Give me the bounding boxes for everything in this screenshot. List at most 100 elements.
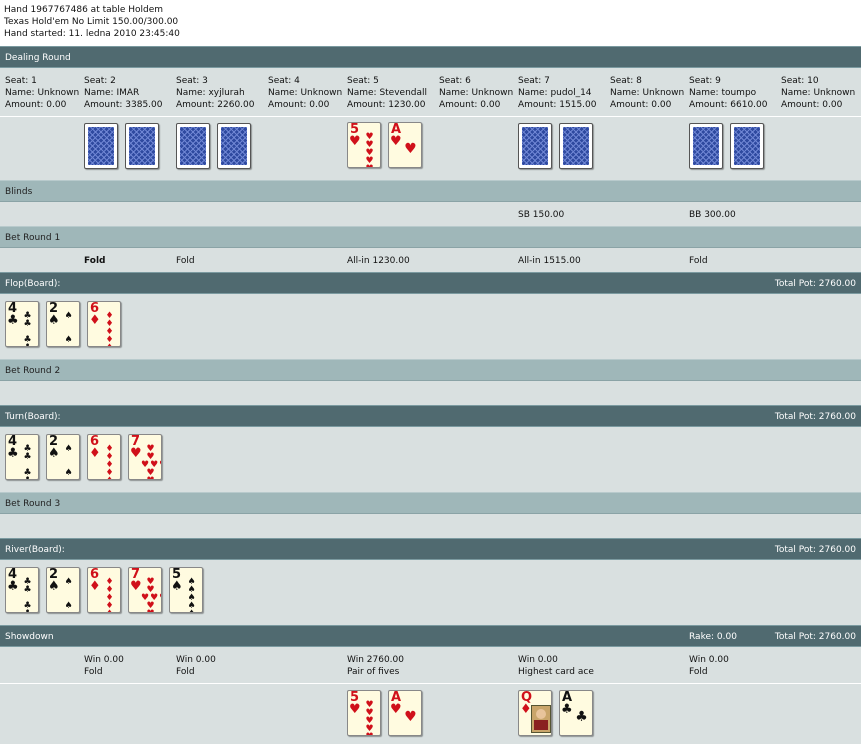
seat-3: Seat: 3 Name: xyjlurah Amount: 2260.00 (176, 75, 254, 111)
dealing-round-header: Dealing Round (0, 46, 861, 68)
spade-icon: ♠ (48, 579, 60, 594)
player-name: Name: Unknown (439, 88, 514, 98)
showdown-seat-9: Win 0.00 Fold (689, 654, 729, 678)
diamond-pips-icon: ♦ ♦♦ ♦♦ ♦ (105, 311, 115, 347)
heart-pips-icon: ♥ ♥♥♥♥♥ ♥ (141, 577, 161, 613)
card-back (176, 123, 210, 169)
hand-header: Hand 1967767486 at table Holdem Texas Ho… (0, 0, 861, 46)
win-amount: Win 0.00 (518, 655, 558, 665)
player-name: Name: toumpo (689, 88, 757, 98)
heart-pips-icon: ♥ ♥♥♥ ♥ (365, 132, 375, 168)
player-amount: Amount: 0.00 (439, 100, 501, 110)
player-amount: Amount: 0.00 (5, 100, 67, 110)
card-6-diamonds: 6♦ ♦ ♦♦ ♦♦ ♦ (87, 301, 121, 347)
spade-pips-icon: ♠ ♠ (64, 444, 74, 478)
bet-round-3-header: Bet Round 3 (0, 492, 861, 514)
player-amount: Amount: 2260.00 (176, 100, 255, 110)
seat-number: Seat: 5 (347, 76, 379, 86)
river-header: River(Board): Total Pot: 2760.00 (0, 538, 861, 560)
divider (0, 683, 861, 684)
seat-number: Seat: 7 (518, 76, 550, 86)
hand-start-time: Hand started: 11. ledna 2010 23:45:40 (4, 29, 180, 39)
action-seat-2: Fold (84, 256, 106, 266)
card-2-spades: 2 ♠ ♠ ♠ (46, 567, 80, 613)
heart-icon: ♥ (130, 446, 142, 461)
diamond-icon: ♦ (89, 313, 101, 328)
diamond-icon: ♦ (89, 579, 101, 594)
action-seat-5: All-in 1230.00 (347, 256, 410, 266)
win-amount: Win 2760.00 (347, 655, 404, 665)
seat-4: Seat: 4 Name: Unknown Amount: 0.00 (268, 75, 342, 111)
card-5-hearts: 5♥ ♥ ♥♥♥ ♥ (347, 690, 381, 736)
section-title: Showdown (5, 632, 54, 642)
player-amount: Amount: 0.00 (268, 100, 330, 110)
win-amount: Win 0.00 (176, 655, 216, 665)
seat-number: Seat: 10 (781, 76, 819, 86)
spade-pips-icon: ♠ ♠ (64, 577, 74, 611)
player-amount: Amount: 0.00 (610, 100, 672, 110)
seat-number: Seat: 4 (268, 76, 300, 86)
card-6-diamonds: 6♦ ♦ ♦♦ ♦♦ ♦ (87, 567, 121, 613)
bet-round-1-header: Bet Round 1 (0, 226, 861, 248)
turn-header: Turn(Board): Total Pot: 2760.00 (0, 405, 861, 427)
seat-1: Seat: 1 Name: Unknown Amount: 0.00 (5, 75, 79, 111)
card-queen-diamonds: Q ♦ (518, 690, 552, 736)
card-back (730, 123, 764, 169)
diamond-pips-icon: ♦ ♦♦ ♦♦ ♦ (105, 444, 115, 480)
action-seat-9: Fold (689, 256, 708, 266)
section-title: Blinds (5, 187, 33, 197)
card-rank: 5 (350, 122, 360, 137)
heart-icon: ♥ (130, 579, 142, 594)
total-pot: Total Pot: 2760.00 (774, 412, 856, 422)
flop-header: Flop(Board): Total Pot: 2760.00 (0, 272, 861, 294)
big-blind: BB 300.00 (689, 210, 736, 220)
seat-number: Seat: 1 (5, 76, 37, 86)
card-ace-clubs: A ♣ ♣ (559, 690, 593, 736)
seat-number: Seat: 2 (84, 76, 116, 86)
player-name: Name: Unknown (781, 88, 856, 98)
card-back (518, 123, 552, 169)
seat-number: Seat: 3 (176, 76, 208, 86)
card-6-diamonds: 6♦ ♦ ♦♦ ♦♦ ♦ (87, 434, 121, 480)
heart-pips-icon: ♥ ♥♥♥♥♥ ♥ (141, 444, 161, 480)
player-name: Name: Unknown (268, 88, 343, 98)
heart-icon: ♥ (349, 702, 361, 717)
heart-icon: ♥ (349, 134, 361, 149)
heart-pips-icon: ♥ (404, 141, 418, 157)
seat-5: Seat: 5 Name: Stevendall Amount: 1230.00 (347, 75, 427, 111)
player-amount: Amount: 0.00 (781, 100, 843, 110)
total-pot: Total Pot: 2760.00 (774, 545, 856, 555)
club-icon: ♣ (7, 579, 19, 594)
hand-result: Fold (689, 667, 708, 677)
player-name: Name: pudol_14 (518, 88, 592, 98)
action-seat-7: All-in 1515.00 (518, 256, 581, 266)
section-title: River(Board): (5, 545, 65, 555)
seat-number: Seat: 6 (439, 76, 471, 86)
player-amount: Amount: 1230.00 (347, 100, 426, 110)
section-title: Turn(Board): (5, 412, 61, 422)
heart-pips-icon: ♥ (404, 709, 418, 725)
spade-icon: ♠ (48, 446, 60, 461)
win-amount: Win 0.00 (84, 655, 124, 665)
card-back (84, 123, 118, 169)
hand-result: Pair of fives (347, 667, 400, 677)
club-icon: ♣ (7, 313, 19, 328)
player-name: Name: IMAR (84, 88, 140, 98)
section-title: Bet Round 2 (5, 366, 61, 376)
showdown-header: Showdown Rake: 0.00 Total Pot: 2760.00 (0, 625, 861, 647)
diamond-pips-icon: ♦ ♦♦ ♦♦ ♦ (105, 577, 115, 613)
spade-pips-icon: ♠ ♠♠♠ ♠ (187, 577, 197, 613)
seat-10: Seat: 10 Name: Unknown Amount: 0.00 (781, 75, 855, 111)
heart-icon: ♥ (390, 134, 402, 149)
seat-number: Seat: 9 (689, 76, 721, 86)
total-pot: Total Pot: 2760.00 (774, 279, 856, 289)
card-back (217, 123, 251, 169)
card-7-hearts: 7♥ ♥ ♥♥♥♥♥ ♥ (128, 567, 162, 613)
showdown-seat-3: Win 0.00 Fold (176, 654, 216, 678)
card-ace-hearts: A ♥ ♥ (388, 122, 422, 168)
hand-id-text: Hand 1967767486 at table Holdem (4, 5, 164, 15)
player-name: Name: xyjlurah (176, 88, 245, 98)
win-amount: Win 0.00 (689, 655, 729, 665)
spade-pips-icon: ♠ ♠ (64, 311, 74, 345)
club-icon: ♣ (561, 702, 573, 717)
